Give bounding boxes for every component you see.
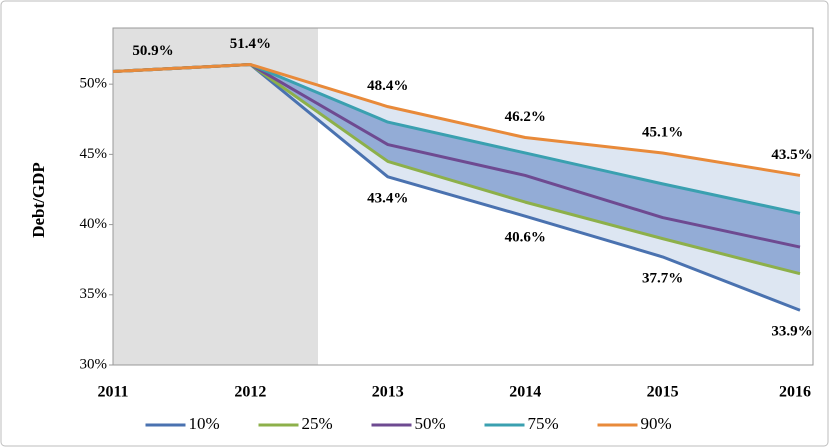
legend-label: 50% xyxy=(415,414,446,433)
x-tick-label: 2015 xyxy=(647,384,679,401)
y-tick-label: 50% xyxy=(80,76,108,92)
series-line xyxy=(112,63,801,177)
fan-band xyxy=(113,64,800,274)
data-label: 51.4% xyxy=(230,36,271,52)
legend-label: 90% xyxy=(641,414,672,433)
legend-label: 25% xyxy=(302,414,333,433)
x-tick-label: 2012 xyxy=(234,384,266,401)
legend-label: 75% xyxy=(528,414,559,433)
data-label: 37.7% xyxy=(642,270,683,286)
x-tick-label: 2011 xyxy=(97,384,128,401)
data-label: 46.2% xyxy=(505,109,546,125)
y-tick-label: 30% xyxy=(80,356,108,372)
y-axis-label: Debt/GDP xyxy=(29,162,48,238)
fan-band xyxy=(113,64,800,311)
data-label: 40.6% xyxy=(505,230,546,246)
x-tick-label: 2016 xyxy=(779,384,811,401)
data-label: 50.9% xyxy=(132,43,173,59)
data-label: 45.1% xyxy=(642,124,683,140)
y-tick-label: 40% xyxy=(80,216,108,232)
legend-label: 10% xyxy=(189,414,220,433)
data-label: 33.9% xyxy=(771,324,812,340)
x-tick-label: 2013 xyxy=(372,384,404,401)
data-label: 43.4% xyxy=(367,190,408,206)
x-tick-label: 2014 xyxy=(509,384,541,401)
data-label: 43.5% xyxy=(771,147,812,163)
plot-frame xyxy=(112,27,814,366)
data-label: 48.4% xyxy=(367,78,408,94)
y-tick-label: 45% xyxy=(80,146,108,162)
y-tick-label: 35% xyxy=(80,286,108,302)
